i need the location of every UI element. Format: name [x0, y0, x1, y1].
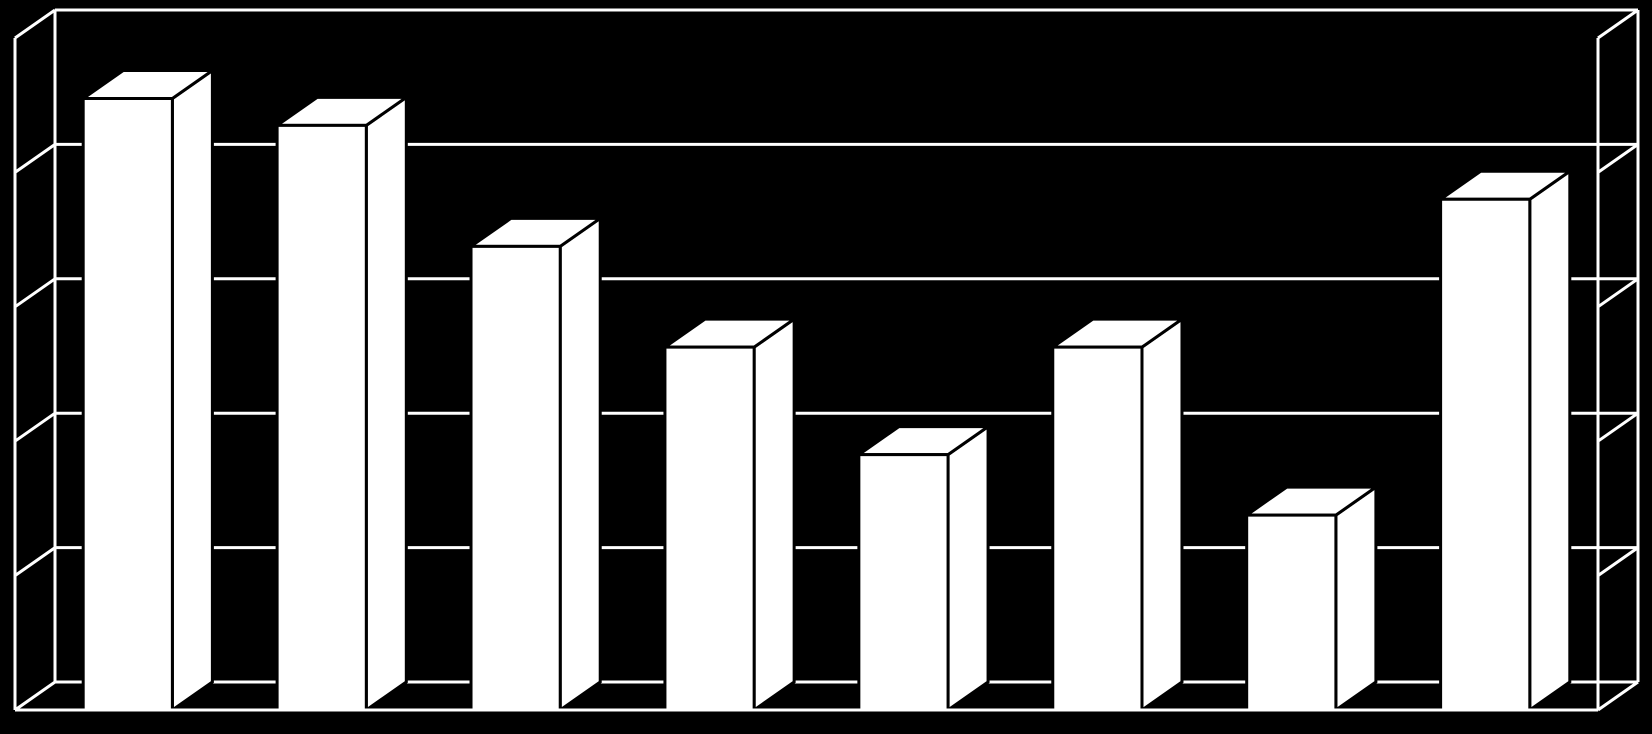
bar-side [1336, 487, 1376, 710]
bar-front [1441, 199, 1530, 710]
bar-chart-3d [0, 0, 1652, 734]
bar-front [277, 125, 366, 710]
bar-side [560, 218, 600, 710]
bar-side [1142, 319, 1182, 710]
bar-front [471, 246, 560, 710]
bar-front [665, 347, 754, 710]
bar-front [83, 98, 172, 710]
bar-side [172, 70, 212, 710]
bar-front [1053, 347, 1142, 710]
bar-front [1247, 515, 1336, 710]
bar-side [366, 97, 406, 710]
bar-side [754, 319, 794, 710]
bar-front [859, 455, 948, 710]
bar-side [1530, 171, 1570, 710]
bar-side [948, 427, 988, 710]
